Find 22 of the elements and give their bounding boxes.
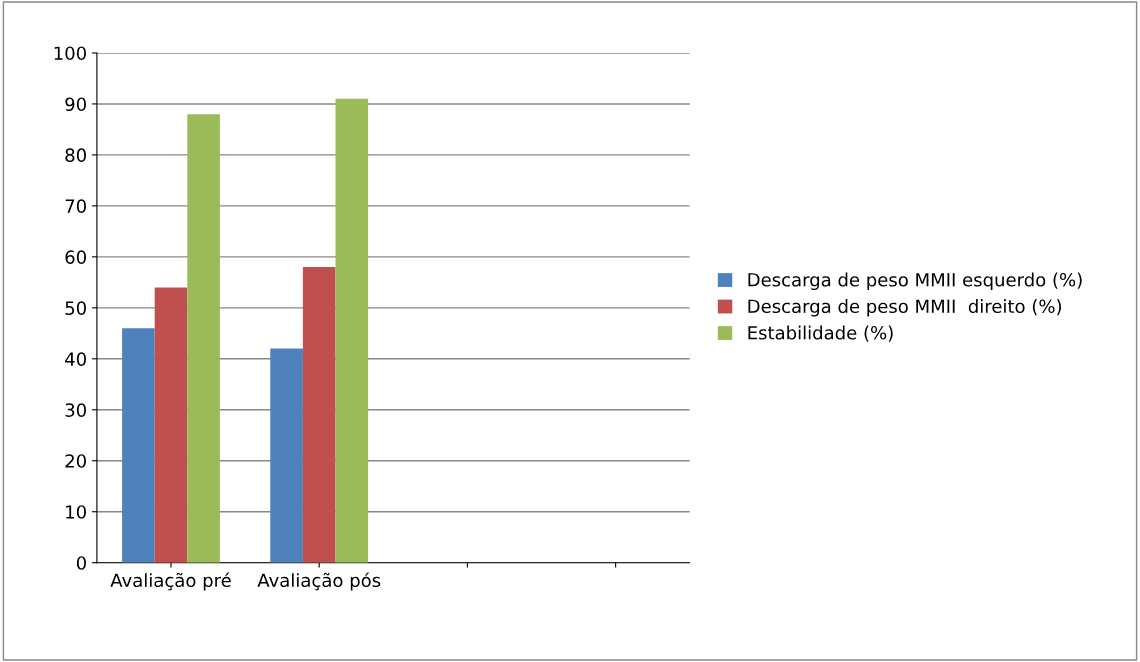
y-tick-label: 10 xyxy=(66,505,86,519)
x-tick-label: Avaliação pré xyxy=(110,572,231,591)
bar xyxy=(122,328,155,563)
y-tick-label: 60 xyxy=(65,250,86,264)
y-tick-label: 50 xyxy=(65,301,86,315)
y-tick-label: 0 xyxy=(76,556,86,570)
bar xyxy=(154,287,188,563)
y-tick-label: 100 xyxy=(54,46,86,61)
y-tick-label: 90 xyxy=(65,97,86,112)
bar xyxy=(335,98,369,563)
bar xyxy=(270,348,303,563)
legend-label: Estabilidade (%) xyxy=(748,325,893,342)
bar xyxy=(187,114,220,563)
x-tick-label: Avaliação pós xyxy=(257,572,381,591)
bar xyxy=(302,267,336,563)
y-tick-label: 40 xyxy=(65,352,86,366)
legend-label: Descarga de peso MMII direito (%) xyxy=(748,299,1062,317)
y-tick-label: 70 xyxy=(65,199,86,213)
y-tick-label: 20 xyxy=(65,454,86,468)
y-tick-label: 30 xyxy=(65,403,86,417)
y-tick-label: 80 xyxy=(65,148,86,163)
legend-label: Descarga de peso MMII esquerdo (%) xyxy=(748,272,1082,291)
